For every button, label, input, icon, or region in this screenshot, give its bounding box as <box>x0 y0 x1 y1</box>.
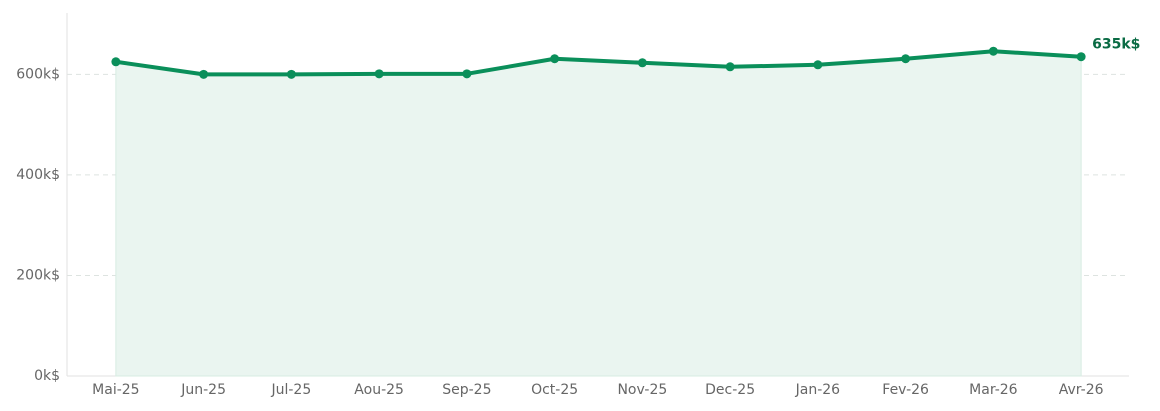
x-tick-label: Jan-26 <box>795 382 841 398</box>
y-tick-label: 400k$ <box>16 167 60 183</box>
x-tick-label: Dec-25 <box>705 382 755 398</box>
point <box>286 69 296 79</box>
x-tick-label: Mar-26 <box>969 382 1017 398</box>
point <box>988 46 998 56</box>
point <box>374 69 384 79</box>
y-tick-label: 600k$ <box>16 66 60 82</box>
point <box>813 60 823 70</box>
point <box>1076 52 1086 62</box>
x-tick-label: Aou-25 <box>354 382 404 398</box>
point <box>725 62 735 72</box>
x-tick-label: Nov-25 <box>617 382 667 398</box>
x-tick-label: Mai-25 <box>92 382 139 398</box>
point <box>462 69 472 79</box>
x-tick-label: Fev-26 <box>882 382 929 398</box>
y-tick-label: 0k$ <box>34 368 60 384</box>
area <box>115 50 1082 377</box>
x-tick-label: Jun-25 <box>180 382 226 398</box>
value-label: 635k$ <box>1092 37 1140 53</box>
x-tick-label: Avr-26 <box>1059 382 1104 398</box>
line <box>115 49 1082 77</box>
x-tick-label: Jul-25 <box>270 382 311 398</box>
point <box>199 69 209 79</box>
point <box>637 58 647 68</box>
point <box>111 57 121 67</box>
point <box>550 54 560 64</box>
y-tick-label: 200k$ <box>16 267 60 283</box>
x-tick-label: Sep-25 <box>442 382 491 398</box>
x-tick-label: Oct-25 <box>531 382 578 398</box>
point <box>901 54 911 64</box>
